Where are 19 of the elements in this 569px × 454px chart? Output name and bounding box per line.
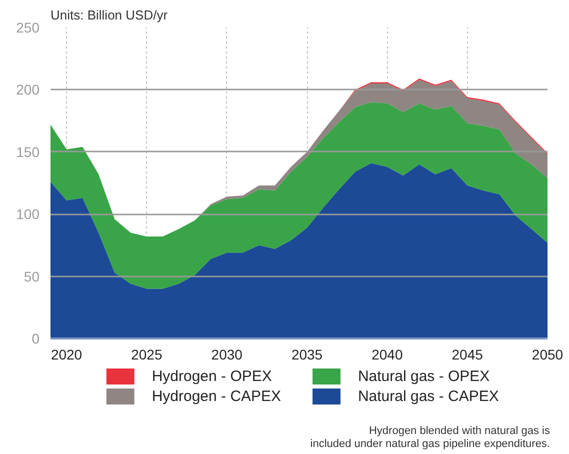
y-tick-label: 150 [16,144,40,160]
y-tick-label: 250 [16,20,40,36]
chart-title: Units: Billion USD/yr [50,8,168,22]
y-tick-label: 200 [16,82,40,98]
x-tick-label: 2035 [291,346,323,362]
x-tick-label: 2020 [50,346,82,362]
text: Hydrogen blended with natural gas is included under natural gas pipeline expenditures. [310,425,550,451]
x-tick-label: 2045 [452,346,484,362]
x-tick-label: 2025 [131,346,162,362]
legend-label: Hydrogen - OPEX [152,368,272,385]
x-tick-label: 2050 [532,346,564,362]
x-tick-label: 2040 [372,346,403,362]
legend-label: Natural gas - OPEX [358,368,490,385]
x-tick-label: 2030 [211,346,243,362]
y-tick-label: 100 [16,206,40,222]
legend-label: Natural gas - CAPEX [358,388,499,405]
y-tick-label: 0 [32,330,40,346]
y-tick-label: 50 [24,268,40,284]
legend-label: Hydrogen - CAPEX [152,388,282,405]
